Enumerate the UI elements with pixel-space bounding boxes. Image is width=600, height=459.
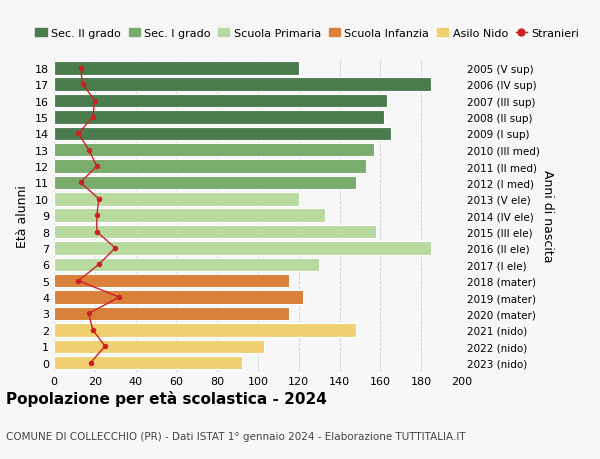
- Bar: [54, 307, 289, 320]
- Point: [74, 130, 83, 138]
- Bar: [54, 225, 376, 239]
- Bar: [54, 209, 325, 223]
- Text: Popolazione per età scolastica - 2024: Popolazione per età scolastica - 2024: [6, 390, 327, 406]
- Bar: [54, 258, 319, 271]
- Point: [90, 98, 100, 105]
- Point: [92, 163, 101, 170]
- Bar: [54, 111, 385, 124]
- Point: [78, 81, 88, 89]
- Bar: [54, 78, 431, 92]
- Point: [94, 196, 104, 203]
- Bar: [54, 95, 386, 108]
- Bar: [54, 324, 356, 337]
- Point: [92, 212, 101, 219]
- Bar: [54, 356, 242, 369]
- Bar: [54, 291, 303, 304]
- Point: [74, 277, 83, 285]
- Bar: [54, 160, 366, 174]
- Point: [92, 229, 101, 236]
- Point: [76, 65, 85, 73]
- Point: [94, 261, 104, 269]
- Y-axis label: Anni di nascita: Anni di nascita: [541, 169, 554, 262]
- Point: [86, 359, 95, 366]
- Point: [84, 310, 94, 318]
- Point: [88, 326, 98, 334]
- Legend: Sec. II grado, Sec. I grado, Scuola Primaria, Scuola Infanzia, Asilo Nido, Stran: Sec. II grado, Sec. I grado, Scuola Prim…: [31, 25, 584, 44]
- Text: COMUNE DI COLLECCHIO (PR) - Dati ISTAT 1° gennaio 2024 - Elaborazione TUTTITALIA: COMUNE DI COLLECCHIO (PR) - Dati ISTAT 1…: [6, 431, 466, 441]
- Point: [100, 343, 110, 350]
- Point: [84, 147, 94, 154]
- Y-axis label: Età alunni: Età alunni: [16, 185, 29, 247]
- Bar: [54, 242, 431, 255]
- Bar: [54, 274, 289, 288]
- Bar: [54, 127, 391, 141]
- Bar: [54, 176, 356, 190]
- Point: [88, 114, 98, 121]
- Point: [110, 245, 120, 252]
- Bar: [54, 62, 299, 75]
- Bar: [54, 144, 374, 157]
- Bar: [54, 340, 264, 353]
- Point: [115, 294, 124, 301]
- Bar: [54, 193, 299, 206]
- Point: [76, 179, 85, 187]
